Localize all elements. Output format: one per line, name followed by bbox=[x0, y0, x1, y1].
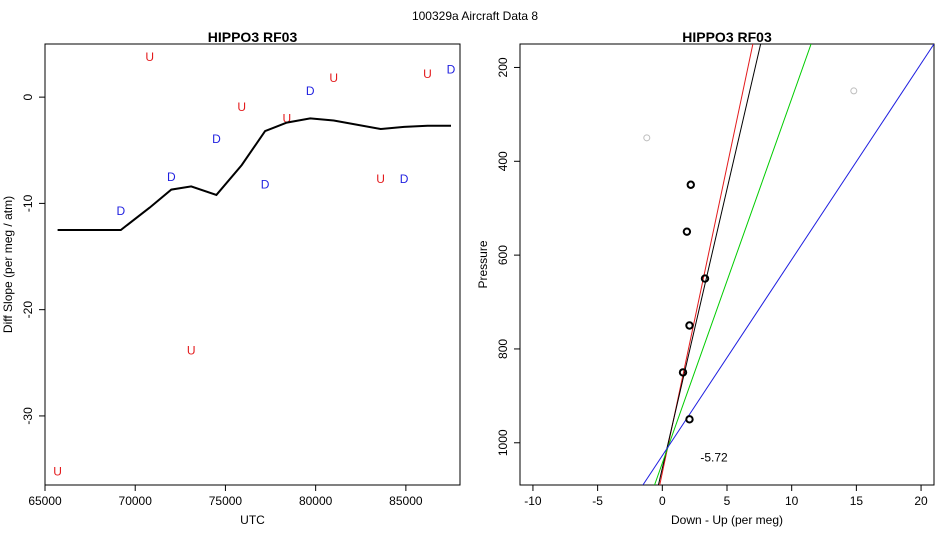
data-point bbox=[685, 415, 694, 424]
excluded-point bbox=[643, 134, 651, 142]
mean-slope-line bbox=[57, 117, 451, 231]
y-tick-label: 0 bbox=[21, 93, 35, 100]
panel-title: HIPPO3 RF03 bbox=[682, 29, 772, 45]
up-profile-marker: U bbox=[282, 112, 291, 126]
data-point bbox=[686, 180, 695, 189]
plot-frame bbox=[519, 43, 935, 486]
up-profile-marker: U bbox=[237, 100, 246, 114]
down-profile-marker: D bbox=[212, 132, 221, 146]
y-axis-label: Pressure bbox=[476, 240, 490, 288]
fit-line bbox=[654, 44, 812, 485]
y-tick-label: 600 bbox=[496, 245, 510, 265]
up-profile-marker: U bbox=[329, 71, 338, 85]
left-panel-diff-slope: HIPPO3 RF03 65000 70000 75000 80000 85000 -30 -… bbox=[1, 29, 461, 527]
down-profile-marker: D bbox=[167, 170, 176, 184]
up-profile-marker: U bbox=[376, 172, 385, 186]
x-tick-label: 15 bbox=[850, 494, 864, 508]
y-tick-label: 200 bbox=[496, 57, 510, 77]
down-profile-marker: D bbox=[261, 178, 270, 192]
x-axis-label: Down - Up (per meg) bbox=[671, 513, 783, 527]
y-tick-label: -10 bbox=[21, 194, 35, 212]
x-tick-label: 75000 bbox=[209, 494, 243, 508]
x-tick-label: 85000 bbox=[389, 494, 423, 508]
y-tick-label: 400 bbox=[496, 151, 510, 171]
y-tick-label: 800 bbox=[496, 339, 510, 359]
y-tick-label: -30 bbox=[21, 407, 35, 425]
up-profile-marker: U bbox=[145, 50, 154, 64]
data-point bbox=[682, 227, 692, 236]
right-panel-pressure: HIPPO3 RF03 -10 -5 0 5 10 15 20 200 400 600 800 1000… bbox=[476, 29, 935, 527]
annotation-value: -5.72 bbox=[700, 451, 728, 465]
y-tick-label: -20 bbox=[21, 301, 35, 319]
x-tick-label: 70000 bbox=[119, 494, 153, 508]
x-tick-label: -5 bbox=[592, 494, 603, 508]
excluded-point bbox=[850, 87, 858, 95]
up-profile-marker: U bbox=[187, 343, 196, 357]
fit-line bbox=[642, 44, 934, 485]
down-profile-marker: D bbox=[447, 63, 456, 77]
down-profile-marker: D bbox=[306, 84, 315, 98]
panel-title: HIPPO3 RF03 bbox=[208, 29, 298, 45]
y-axis-label: Diff Slope (per meg / atm) bbox=[1, 196, 15, 333]
x-tick-label: 20 bbox=[914, 494, 928, 508]
x-tick-label: 0 bbox=[659, 494, 666, 508]
plot-frame bbox=[44, 43, 461, 486]
x-tick-label: 65000 bbox=[28, 494, 62, 508]
x-tick-label: 80000 bbox=[299, 494, 333, 508]
down-profile-marker: D bbox=[116, 204, 125, 218]
down-profile-marker: D bbox=[400, 172, 409, 186]
data-layer bbox=[642, 44, 934, 485]
x-axis-label: UTC bbox=[240, 513, 265, 527]
x-tick-label: 10 bbox=[785, 494, 799, 508]
data-point bbox=[700, 274, 710, 283]
x-tick-label: -10 bbox=[524, 494, 542, 508]
up-profile-marker: U bbox=[423, 67, 432, 81]
figure-title: 100329a Aircraft Data 8 bbox=[412, 9, 538, 23]
data-point bbox=[678, 368, 688, 377]
x-tick-label: 5 bbox=[724, 494, 731, 508]
data-point bbox=[685, 321, 694, 330]
fit-line bbox=[657, 44, 762, 485]
y-tick-label: 1000 bbox=[496, 429, 510, 456]
up-profile-marker: U bbox=[53, 464, 62, 478]
